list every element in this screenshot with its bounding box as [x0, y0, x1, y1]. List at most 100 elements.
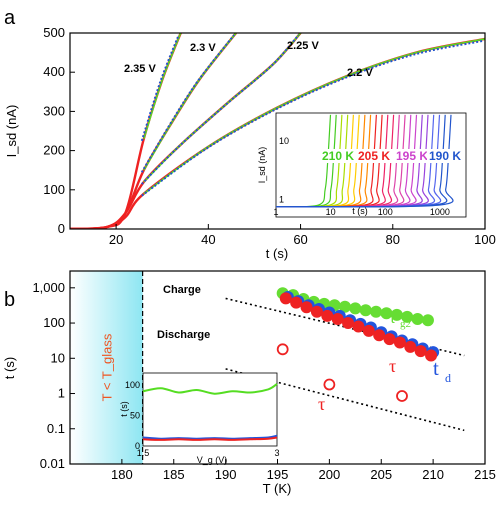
panel-b-inset-ylabel: t (s): [119, 401, 129, 417]
point-2-4: [321, 309, 334, 322]
b-y-tick-label-0: 0.01: [40, 456, 65, 471]
point-0-10: [380, 307, 393, 320]
point-2-5: [331, 313, 344, 326]
b-x-tick-label-1: 185: [163, 467, 185, 482]
b-y-tick-label-3: 10: [51, 350, 65, 365]
inset-x-tick-label-2: 100: [378, 207, 393, 217]
point-2-2: [300, 301, 313, 314]
voltage-label-1: 2.3 V: [190, 42, 216, 54]
inset-x-tick-label-0: 1: [273, 207, 278, 217]
voltage-labels: 2.35 V 2.3 V 2.25 V 2.2 V: [124, 40, 373, 79]
temperature-labels: 210 K 205 K 195 K 190 K: [320, 149, 464, 163]
point-open-1: [323, 378, 336, 391]
panel-b-xlabel: T (K): [263, 481, 292, 496]
b-x-tick-label-0: 180: [111, 467, 133, 482]
b-inset-x-tick-label-0: 1.5: [137, 448, 150, 458]
voltage-label-3: 2.2 V: [347, 67, 373, 79]
b-y-tick-label-4: 100: [43, 315, 65, 330]
temperature-label-bg-2: [394, 149, 431, 163]
series-line-fit-dotted-1: [140, 34, 235, 173]
panel-a-y-ticks: 0 100 200 300 400 500: [43, 25, 75, 236]
point-2-12: [404, 340, 417, 353]
series-line-fit-dotted-2: [141, 34, 300, 185]
series-line-fit-dotted-0: [140, 34, 180, 142]
inset-y-tick-label-0: 1: [279, 194, 284, 204]
inset-x-tick-label-3: 1000: [430, 207, 450, 217]
temperature-label-bg-1: [356, 149, 393, 163]
point-2-14: [425, 349, 438, 362]
y-tick-label-3: 300: [43, 103, 65, 118]
point-0-9: [370, 305, 383, 318]
x-tick-label-0: 20: [109, 232, 123, 247]
point-2-13: [414, 345, 427, 358]
temperature-label-1: 205 K: [358, 149, 390, 163]
b-x-tick-label-3: 195: [267, 467, 289, 482]
x-tick-label-2: 60: [293, 232, 307, 247]
point-2-11: [393, 336, 406, 349]
voltage-label-2: 2.25 V: [287, 40, 319, 52]
panel-a-curves: [70, 33, 485, 229]
panel-a-inset-ylabel: I_sd (nA): [257, 147, 267, 184]
point-2-10: [383, 333, 396, 346]
series-line-fit-dotted-3: [141, 39, 484, 197]
x-tick-label-3: 80: [386, 232, 400, 247]
point-open-0: [276, 343, 289, 356]
b-y-tick-label-2: 1: [58, 386, 65, 401]
y-tick-label-1: 100: [43, 182, 65, 197]
temperature-label-bg-0: [320, 149, 357, 163]
point-2-1: [290, 296, 303, 309]
inset-x-tick-label-1: 10: [326, 207, 336, 217]
b-inset-x-tick-label-1: 3: [274, 448, 279, 458]
temperature-label-0: 210 K: [322, 149, 354, 163]
fit-line-0: [225, 297, 465, 357]
point-2-6: [342, 317, 355, 330]
panel-b-inset-frame: [142, 372, 278, 447]
legend-tau: τ: [389, 356, 396, 376]
x-tick-label-1: 40: [201, 232, 215, 247]
b-inset-y-tick-label-2: 100: [125, 380, 140, 390]
temperature-label-3: 190 K: [429, 149, 461, 163]
panel-b-points: [276, 287, 440, 402]
legend-tau-g2-sub: g2: [400, 318, 411, 330]
panel-a-inset-ticks: 1 10 100 1000 1 10: [273, 136, 449, 217]
panel-a-x-ticks: 20 40 60 80 100: [109, 224, 496, 247]
panel-b-inset-curves: [142, 383, 278, 441]
temperature-label-2: 195 K: [396, 149, 428, 163]
b-x-tick-label-5: 205: [370, 467, 392, 482]
voltage-label-0: 2.35 V: [124, 63, 156, 75]
point-2-0: [279, 292, 292, 305]
panel-a-ylabel: I_sd (nA): [4, 105, 19, 158]
panel-b-label: b: [4, 289, 15, 311]
point-2-3: [310, 305, 323, 318]
legend-tau-g2: τ g2: [389, 308, 411, 330]
legend-t-d: t d: [433, 356, 451, 385]
y-tick-label-5: 500: [43, 25, 65, 40]
point-0-14: [421, 314, 434, 327]
temperature-label-bg-3: [427, 149, 464, 163]
point-2-8: [362, 324, 375, 337]
b-inset-y-tick-label-0: 0: [135, 441, 140, 451]
panel-a-inset-frame: [275, 112, 467, 218]
legend-tau-open: τ: [318, 394, 325, 414]
point-0-7: [349, 302, 362, 315]
point-open-2: [396, 390, 408, 402]
b-x-tick-label-7: 215: [474, 467, 496, 482]
b-x-tick-label-2: 190: [215, 467, 237, 482]
legend-t-d-base: t: [433, 356, 439, 380]
panel-a-xlabel: t (s): [266, 246, 288, 261]
panel-a-frame: [69, 32, 486, 230]
point-0-11: [390, 308, 403, 321]
legend-t-d-sub: d: [445, 371, 451, 385]
panel-b-x-ticks: 180 185 190 195 200 205 210 215: [111, 459, 496, 482]
x-tick-label-4: 100: [474, 232, 496, 247]
inset-y-tick-label-1: 10: [279, 136, 289, 146]
panel-b-inset-xlabel: V_g (V): [197, 455, 228, 465]
panel-b-inset-ticks: 1.5 3 0 50 100: [125, 380, 280, 458]
point-2-7: [352, 320, 365, 333]
b-inset-y-tick-label-1: 50: [130, 411, 140, 421]
point-0-6: [338, 300, 351, 313]
b-x-tick-label-6: 210: [422, 467, 444, 482]
point-0-12: [401, 310, 414, 323]
legend-tau-g2-base: τ: [389, 308, 396, 327]
